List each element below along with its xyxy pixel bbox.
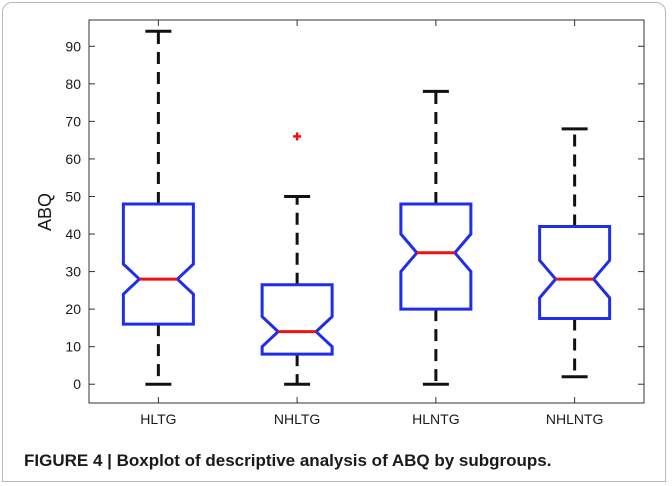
notched-box (399, 202, 473, 311)
notched-box (538, 225, 612, 321)
box-hltg (121, 29, 195, 386)
x-tick-label-hlntg: HLNTG (412, 411, 459, 427)
y-axis: 0 10 20 30 40 50 60 70 80 90 (65, 38, 644, 392)
x-tick-label-hltg: HLTG (140, 411, 176, 427)
x-tick-label-nhlntg: NHLNTG (546, 411, 604, 427)
y-tick-label: 0 (73, 376, 81, 392)
box-hlntg (399, 89, 473, 386)
x-tick-label-nhltg: NHLTG (274, 411, 320, 427)
y-tick-label: 50 (65, 188, 81, 204)
x-axis: HLTG NHLTG HLNTG NHLNTG (140, 20, 603, 427)
y-tick-label: 80 (65, 76, 81, 92)
y-tick-label: 60 (65, 151, 81, 167)
boxplot-chart: 0 10 20 30 40 50 60 70 80 90 HLTG NHLTG HLNTG NHLNTG… (35, 19, 645, 427)
notched-box (260, 283, 334, 356)
y-tick-label: 20 (65, 301, 81, 317)
y-tick-label: 70 (65, 113, 81, 129)
outlier-marker (293, 132, 302, 141)
y-axis-label: ABQ (35, 193, 55, 231)
boxes (121, 29, 612, 386)
figure-caption: FIGURE 4 | Boxplot of descriptive analys… (24, 451, 552, 470)
notched-box (121, 202, 195, 326)
box-nhlntg (538, 127, 612, 379)
box-nhltg (260, 132, 334, 386)
y-tick-label: 10 (65, 339, 81, 355)
y-tick-label: 90 (65, 38, 81, 54)
y-tick-label: 40 (65, 226, 81, 242)
y-tick-label: 30 (65, 264, 81, 280)
plot-area (88, 19, 645, 404)
